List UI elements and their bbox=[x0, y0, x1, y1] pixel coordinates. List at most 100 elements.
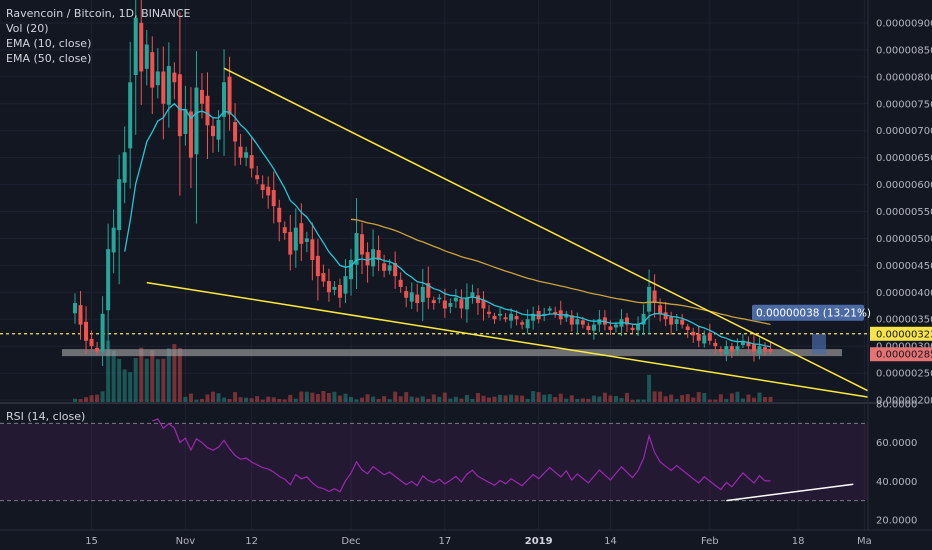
candle-body bbox=[211, 125, 215, 137]
candle-body bbox=[161, 71, 166, 104]
candle-body bbox=[437, 297, 442, 300]
candle-body bbox=[674, 319, 679, 324]
symbol-title[interactable]: Ravencoin / Bitcoin, 1D, BINANCE bbox=[6, 7, 191, 20]
volume-bar bbox=[663, 396, 668, 402]
volume-bar bbox=[227, 399, 232, 402]
volume-bar bbox=[73, 398, 77, 402]
ema10-indicator-label[interactable]: EMA (10, close) bbox=[6, 37, 92, 50]
rsi-indicator-label[interactable]: RSI (14, close) bbox=[6, 410, 86, 423]
price-tick-label: 0.00000750 bbox=[876, 99, 932, 110]
candle-body bbox=[453, 297, 458, 302]
candle-body bbox=[498, 313, 503, 316]
candle-body bbox=[244, 152, 249, 158]
ema50-line bbox=[350, 218, 771, 326]
candle-body bbox=[464, 297, 469, 310]
volume-bars bbox=[73, 340, 773, 402]
candle-body bbox=[569, 315, 574, 325]
candle-body bbox=[591, 324, 596, 331]
volume-bar bbox=[122, 369, 127, 402]
candle-body bbox=[321, 273, 326, 282]
candle-body bbox=[420, 286, 425, 303]
candle-body bbox=[315, 255, 320, 277]
volume-bar bbox=[735, 391, 740, 402]
candle-body bbox=[691, 331, 696, 336]
candle-body bbox=[564, 313, 569, 318]
candle-body bbox=[487, 311, 491, 314]
candle-body bbox=[746, 341, 751, 347]
volume-bar bbox=[315, 394, 320, 402]
volume-bar bbox=[144, 358, 149, 402]
candle-body bbox=[166, 66, 171, 105]
volume-bar bbox=[531, 391, 536, 402]
candle-body bbox=[354, 233, 359, 265]
volume-bar bbox=[492, 396, 497, 402]
candle-body bbox=[100, 313, 105, 352]
volume-bar bbox=[106, 340, 111, 402]
price-tick-label: 0.00000700 bbox=[876, 126, 932, 137]
main-legend: Ravencoin / Bitcoin, 1D, BINANCE Vol (20… bbox=[6, 6, 190, 66]
measure-box bbox=[812, 333, 826, 355]
volume-bar bbox=[172, 344, 177, 402]
time-tick-label: 17 bbox=[438, 536, 451, 547]
volume-bar bbox=[481, 395, 486, 402]
candle-body bbox=[393, 263, 398, 277]
volume-bar bbox=[111, 350, 116, 402]
volume-bar bbox=[387, 399, 392, 402]
candle-body bbox=[139, 22, 144, 72]
candle-body bbox=[255, 175, 260, 180]
candle-body bbox=[763, 347, 767, 352]
volume-bar bbox=[514, 395, 519, 402]
candle-body bbox=[343, 276, 348, 294]
price-tick-label: 0.00000550 bbox=[876, 207, 932, 218]
volume-bar bbox=[580, 398, 585, 402]
volume-bar bbox=[757, 392, 762, 402]
volume-bar bbox=[547, 394, 552, 402]
rsi-trendline bbox=[726, 483, 854, 502]
volume-bar bbox=[354, 399, 359, 402]
candle-body bbox=[398, 279, 403, 287]
rsi-legend: RSI (14, close) bbox=[6, 409, 85, 424]
volume-bar bbox=[647, 374, 652, 402]
candle-body bbox=[553, 311, 558, 314]
volume-bar bbox=[475, 392, 480, 402]
time-tick-label: Dec bbox=[341, 536, 360, 547]
volume-bar bbox=[487, 397, 491, 402]
volume-bar bbox=[277, 399, 282, 402]
rsi-axis-bg bbox=[868, 404, 932, 530]
time-axis: 15 Nov 12 Dec 17 2019 14 Feb 18 Ma bbox=[0, 529, 932, 547]
vol-indicator-label[interactable]: Vol (20) bbox=[6, 22, 49, 35]
candle-body bbox=[658, 305, 663, 314]
candle-body bbox=[630, 327, 635, 331]
volume-bar bbox=[288, 394, 293, 402]
volume-bar bbox=[233, 392, 238, 402]
candle-body bbox=[415, 294, 420, 304]
candle-body bbox=[597, 319, 602, 325]
candle-body bbox=[531, 313, 536, 321]
volume-bar bbox=[724, 398, 729, 402]
candle-body bbox=[492, 315, 497, 320]
volume-bar bbox=[509, 394, 514, 402]
candle-body bbox=[724, 346, 729, 354]
candle-body bbox=[360, 234, 365, 255]
time-tick-label: 12 bbox=[245, 536, 258, 547]
support-zone bbox=[62, 349, 842, 357]
measure-label: 0.00000038 (13.21%) bbox=[756, 307, 871, 319]
volume-bar bbox=[740, 398, 745, 402]
volume-bar bbox=[586, 398, 591, 402]
candle-body bbox=[625, 317, 629, 325]
candle-body bbox=[260, 184, 265, 190]
volume-bar bbox=[332, 391, 337, 402]
candle-body bbox=[365, 252, 370, 266]
candle-body bbox=[271, 189, 276, 207]
candle-body bbox=[641, 313, 646, 325]
volume-bar bbox=[133, 358, 138, 402]
volume-bar bbox=[453, 396, 458, 402]
candle-body bbox=[740, 340, 745, 346]
candle-body bbox=[199, 89, 204, 104]
candle-body bbox=[426, 282, 431, 298]
time-tick-label: 15 bbox=[85, 536, 98, 547]
volume-bar bbox=[542, 394, 547, 402]
time-tick-label: Feb bbox=[701, 536, 719, 547]
ema50-indicator-label[interactable]: EMA (50, close) bbox=[6, 52, 92, 65]
